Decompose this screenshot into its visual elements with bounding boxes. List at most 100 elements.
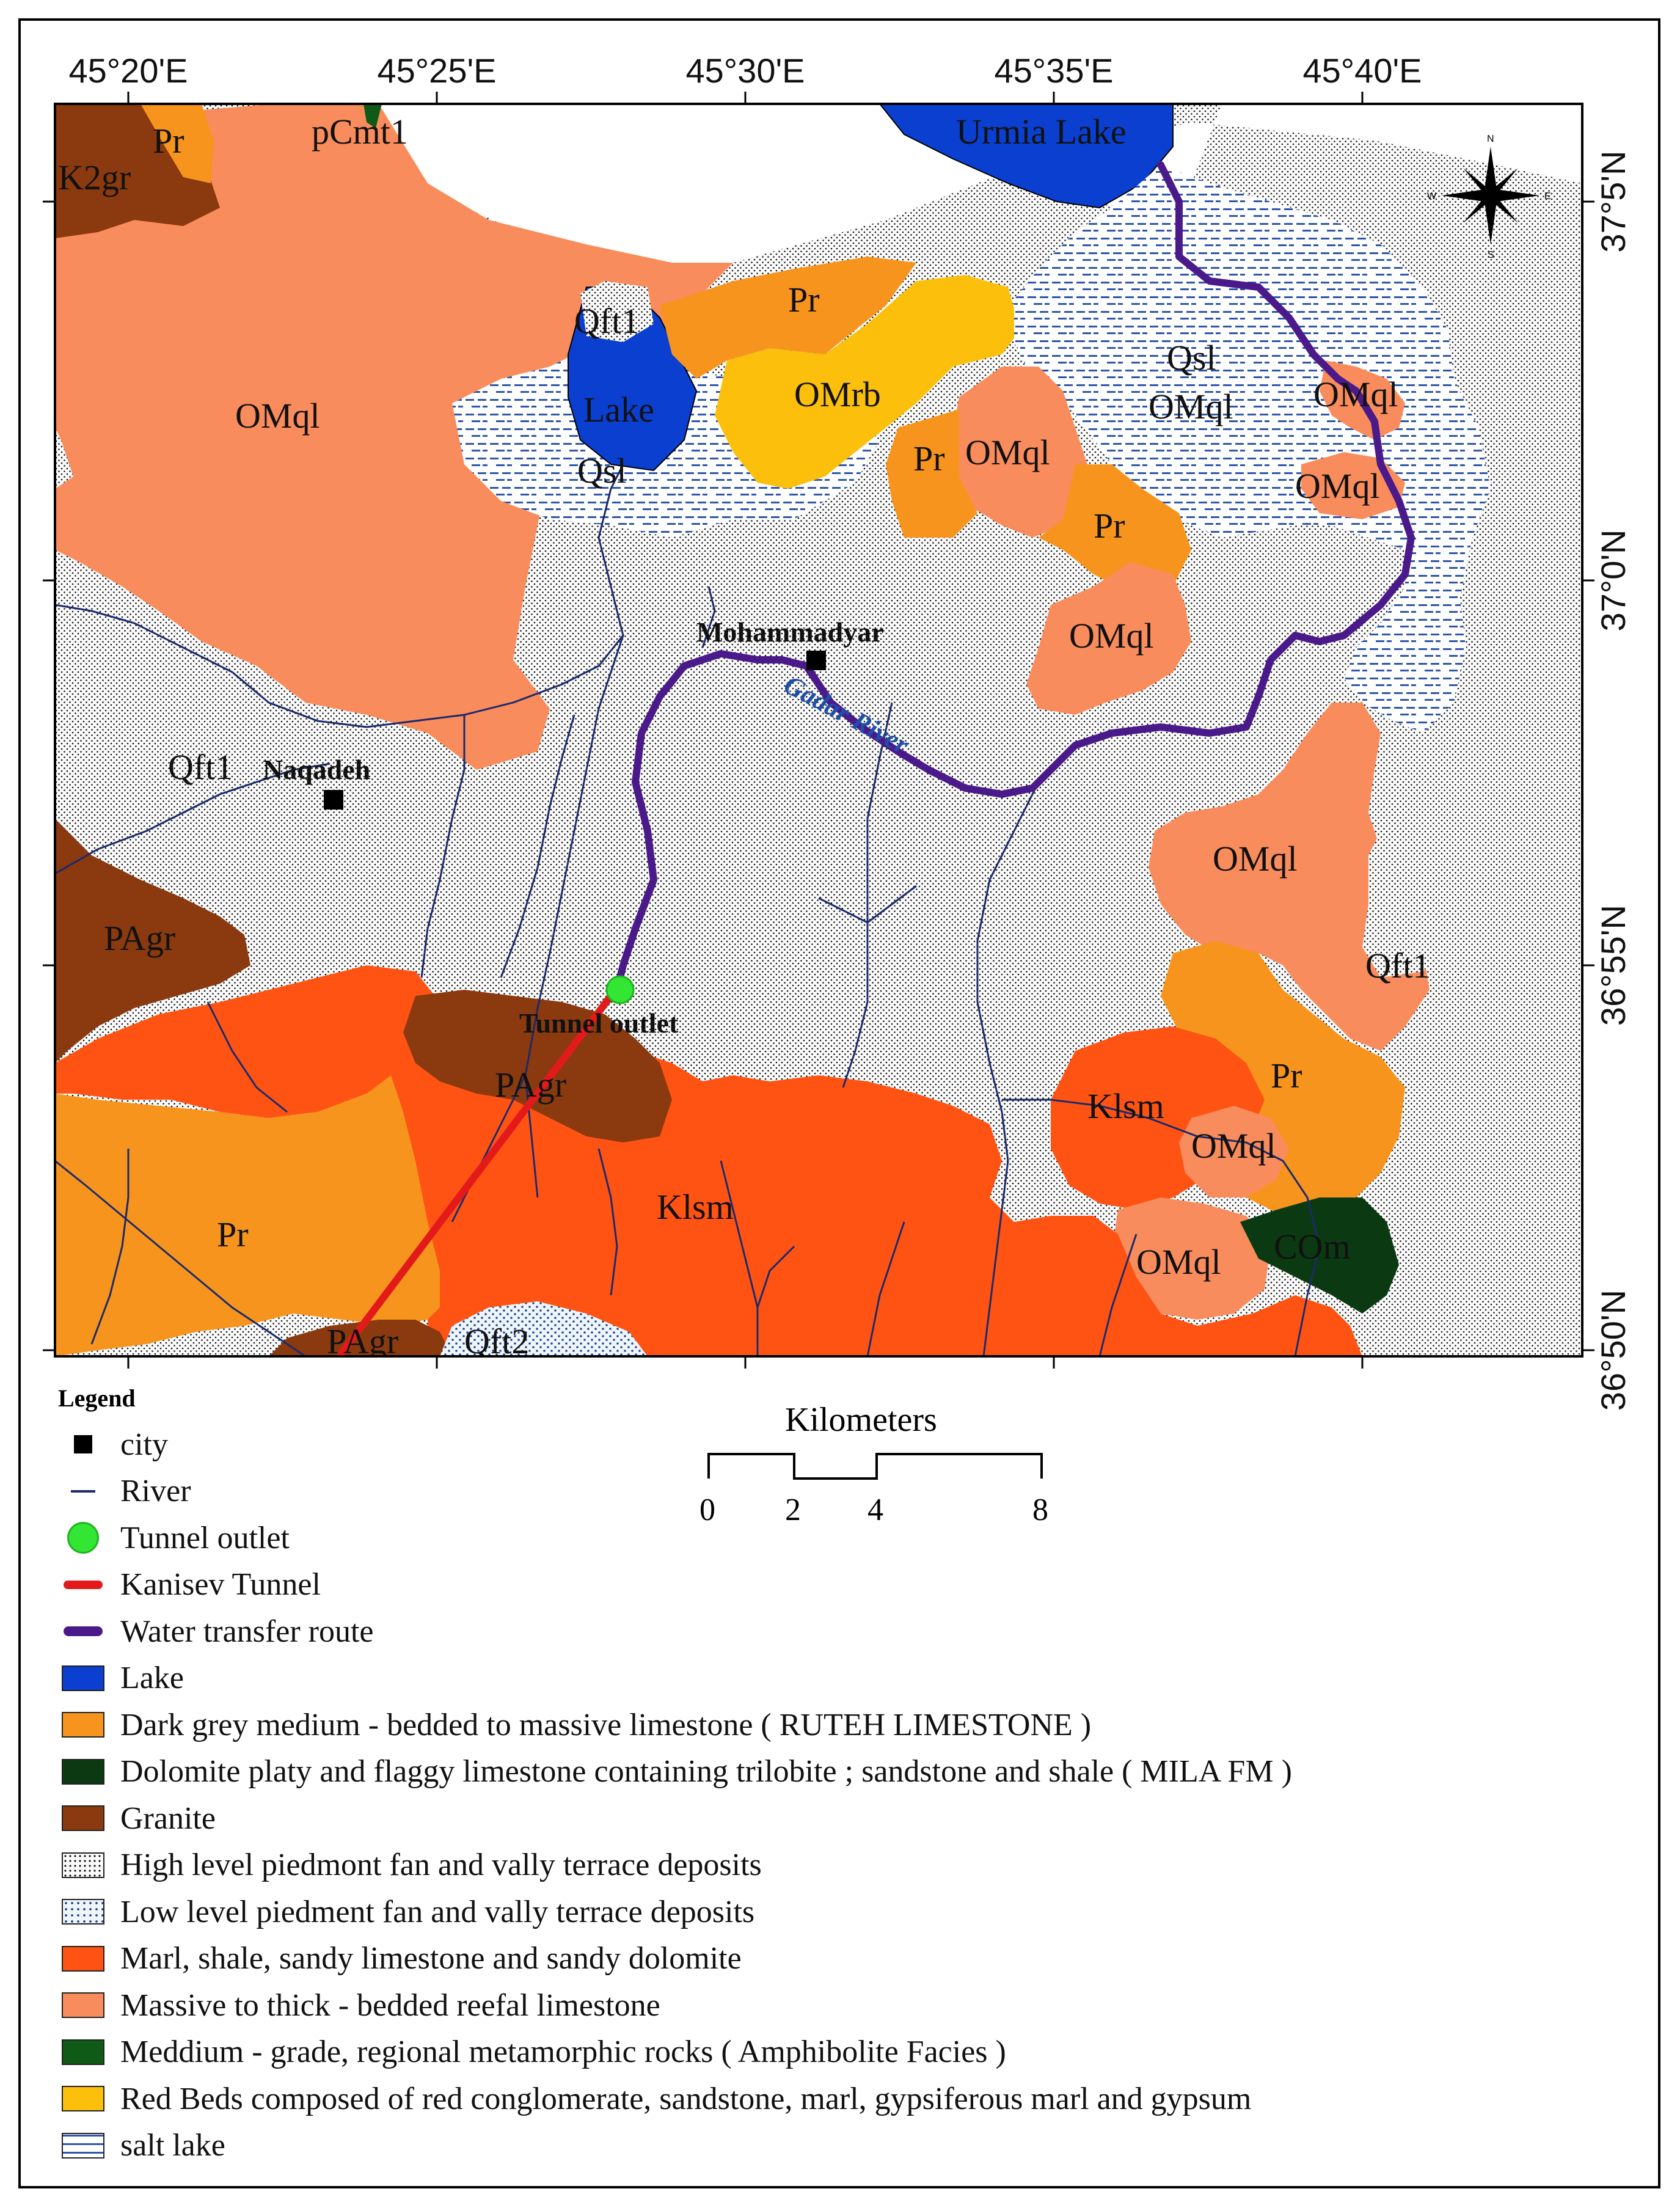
legend-symbol (58, 2037, 108, 2067)
map-frame (18, 18, 1660, 2188)
legend-symbol (58, 2130, 108, 2161)
lon-label: 45°20'E (68, 51, 188, 90)
reefal-limestone-s2 (1112, 1197, 1271, 1320)
unit-label: Urmia Lake (956, 112, 1127, 152)
dots-swatch-icon (62, 1852, 104, 1878)
city-marker-naqadeh (324, 790, 343, 810)
legend-item: Low level piedment fan and vally terrace… (58, 1888, 1622, 1936)
unit-label: PAgr (495, 1065, 566, 1105)
scale-tick-label: 8 (1032, 1493, 1048, 1527)
salt-lake-east (1014, 165, 1491, 733)
unit-label: PAgr (327, 1322, 398, 1361)
river-network (55, 464, 1321, 1356)
marl-sw (55, 965, 440, 1118)
city-icon (74, 1435, 92, 1454)
tunnel-outlet-label: Tunnel outlet (519, 1007, 679, 1039)
legend-title: Legend (58, 1384, 136, 1412)
unit-label: Pr (1271, 1056, 1302, 1095)
granite-pagr-s (269, 1320, 452, 1356)
unit-label: COm (1274, 1227, 1351, 1267)
legend: Legend city River Tunnel outlet Kanisev Tun… (58, 1384, 1622, 2169)
legend-symbol (58, 1570, 108, 1600)
reefal-limestone-se (1149, 703, 1430, 1051)
lat-label: 37°5'N (1594, 151, 1632, 253)
scale-bar-title: Kilometers (785, 1401, 937, 1439)
legend-label: Kanisev Tunnel (120, 1567, 321, 1603)
color-swatch-icon (62, 2086, 104, 2112)
color-swatch-icon (62, 1758, 104, 1785)
unit-label: Pr (153, 121, 184, 161)
legend-item: Marl, shale, sandy limestone and sandy d… (58, 1936, 1622, 1983)
legend-symbol (58, 1709, 108, 1740)
legend-symbol (58, 1522, 108, 1554)
unit-label: OMql (1149, 387, 1233, 426)
dots-swatch-icon (62, 1899, 104, 1925)
legend-label: Marl, shale, sandy limestone and sandy d… (120, 1941, 742, 1976)
legend-label: Granite (120, 1800, 216, 1836)
color-swatch-icon (62, 1712, 104, 1738)
ruteh-pr-nw (141, 104, 214, 183)
unit-label: Qft1 (168, 747, 233, 787)
scale-tick-label: 0 (699, 1493, 715, 1527)
city-marker-mohammadyar (806, 651, 826, 670)
lon-label: 45°30'E (685, 51, 805, 90)
legend-symbol (58, 1850, 108, 1881)
color-swatch-icon (62, 1805, 104, 1832)
scale-tick-label: 4 (867, 1493, 883, 1527)
north-arrow-icon: N S E W (1427, 134, 1551, 260)
unit-label: Pr (217, 1215, 249, 1254)
unit-label: OMql (1313, 375, 1398, 414)
salt-lake-swatch-icon (62, 2132, 104, 2159)
svg-text:N: N (1487, 134, 1494, 144)
color-swatch-icon (62, 1992, 104, 2019)
legend-label: Water transfer route (120, 1614, 374, 1649)
unit-label: Lake (583, 390, 654, 430)
unit-label: OMql (1069, 616, 1154, 656)
granite-pagr-c (403, 990, 672, 1142)
unmapped-area (367, 104, 1582, 269)
lon-labels: 45°20'E 45°25'E 45°30'E 45°35'E 45°40'E (68, 51, 1422, 90)
lat-label: 37°0'N (1594, 530, 1632, 632)
scale-bar (707, 1453, 1043, 1480)
metamorphic-pcmt1 (363, 104, 382, 128)
lon-label: 45°35'E (994, 51, 1113, 90)
svg-text:S: S (1488, 250, 1494, 260)
unit-label: PAgr (104, 918, 175, 958)
unit-label: OMql (1295, 466, 1380, 506)
unit-label: OMql (1191, 1126, 1276, 1166)
color-swatch-icon (62, 2039, 104, 2065)
lat-label: 36°50'N (1594, 1290, 1632, 1411)
unit-label: K2gr (58, 158, 131, 197)
legend-item: High level piedmont fan and vally terrac… (58, 1842, 1622, 1889)
legend-symbol (58, 1429, 108, 1460)
legend-item: Dolomite platy and flaggy limestone cont… (58, 1749, 1622, 1796)
legend-item: Granite (58, 1795, 1622, 1842)
color-swatch-icon (62, 1665, 104, 1691)
unit-label: OMql (235, 396, 320, 436)
unit-labels: K2gr Pr pCmt1 Urmia Lake OMql Qft1 Pr La… (58, 112, 1430, 1361)
unit-label: OMql (1213, 839, 1298, 879)
legend-symbol (58, 1663, 108, 1694)
unit-label: Pr (1094, 506, 1125, 546)
ruteh-pr-se (1161, 941, 1405, 1216)
legend-label: Low level piedment fan and vally terrace… (120, 1894, 755, 1929)
river-line-icon (71, 1490, 95, 1493)
svg-text:W: W (1427, 191, 1437, 202)
legend-label: city (120, 1427, 168, 1462)
legend-item: Tunnel outlet (58, 1515, 1622, 1562)
qft1-north (580, 281, 654, 342)
legend-symbol (58, 1803, 108, 1833)
svg-text:E: E (1544, 191, 1551, 202)
water-transfer-route (613, 161, 1415, 993)
legend-label: Massive to thick - bedded reefal limesto… (120, 1987, 660, 2023)
ruteh-pr-north (660, 257, 916, 379)
legend-label: Tunnel outlet (120, 1520, 290, 1555)
ruteh-pr-sw (55, 1075, 440, 1356)
tunnel-outlet-marker (605, 975, 635, 1004)
mila-com (1240, 1197, 1399, 1314)
unit-label: OMql (965, 433, 1050, 472)
tunnel-line-icon (64, 1580, 103, 1589)
legend-symbol (58, 1476, 108, 1507)
unit-label: Qft1 (574, 301, 639, 341)
unit-label: Pr (913, 439, 945, 478)
